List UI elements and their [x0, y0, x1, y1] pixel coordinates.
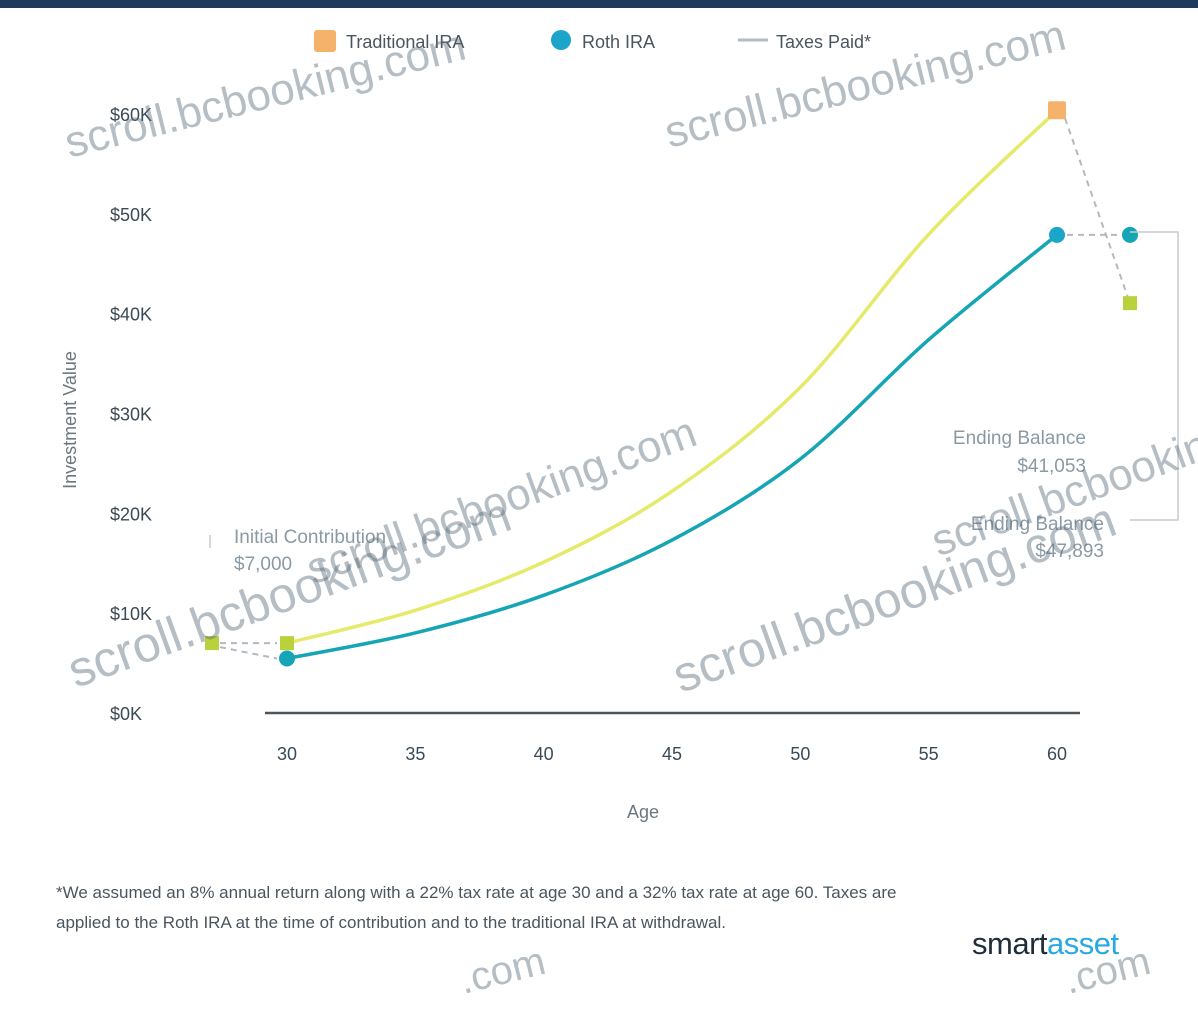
- legend-traditional-label: Traditional IRA: [346, 32, 464, 52]
- y-axis: $0K $10K $20K $30K $40K $50K $60K: [110, 105, 152, 724]
- ending-annotation-bracket: [1130, 231, 1179, 521]
- legend-taxes-label: Taxes Paid*: [776, 32, 871, 52]
- initial-annotation-title: Initial Contribution: [234, 527, 386, 548]
- ending-roth-title: Ending Balance: [971, 514, 1104, 535]
- traditional-after-tax-marker: [1123, 296, 1137, 311]
- ending-traditional-value: $41,053: [1017, 456, 1086, 477]
- series-markers: [279, 101, 1066, 667]
- y-axis-title: Investment Value: [60, 351, 80, 489]
- y-tick-label: $40K: [110, 305, 152, 325]
- series-lines: [286, 108, 1059, 661]
- traditional-ira-line: [286, 108, 1059, 645]
- x-tick-label: 35: [405, 744, 425, 764]
- x-tick-label: 60: [1047, 744, 1067, 764]
- x-tick-label: 40: [534, 744, 554, 764]
- y-tick-label: $50K: [110, 205, 152, 225]
- x-tick-label: 50: [790, 744, 810, 764]
- initial-contribution-marker: [205, 636, 219, 651]
- brand-part-1: smart: [972, 926, 1048, 961]
- traditional-end-marker: [1048, 101, 1066, 120]
- x-axis: 30 35 40 45 50 55 60: [265, 711, 1080, 764]
- legend-traditional-swatch: [314, 30, 336, 52]
- roth-after-tax-marker: [1122, 226, 1138, 243]
- y-tick-label: $10K: [110, 604, 152, 624]
- legend-roth-label: Roth IRA: [582, 32, 655, 52]
- legend-roth-swatch: [551, 30, 571, 50]
- ending-tax-dash: [1064, 117, 1131, 304]
- initial-annotation-value: $7,000: [234, 554, 292, 575]
- x-tick-label: 55: [919, 744, 939, 764]
- y-tick-label: $20K: [110, 504, 152, 524]
- x-tick-label: 30: [277, 744, 297, 764]
- brand-part-2: asset: [1047, 926, 1119, 961]
- legend: Traditional IRA Roth IRA Taxes Paid*: [314, 30, 871, 52]
- x-axis-title: Age: [627, 802, 659, 822]
- ending-annotations: Ending Balance $41,053 Ending Balance $4…: [953, 231, 1179, 562]
- traditional-start-marker: [280, 636, 294, 651]
- ending-roth-value: $47,893: [1035, 541, 1104, 562]
- y-tick-label: $30K: [110, 405, 152, 425]
- y-tick-label: $0K: [110, 704, 142, 724]
- ending-traditional-title: Ending Balance: [953, 428, 1086, 449]
- y-tick-label: $60K: [110, 105, 152, 125]
- initial-annotation: Initial Contribution $7,000: [209, 527, 386, 575]
- smartasset-logo: smartasset: [972, 926, 1119, 962]
- roth-start-marker: [279, 650, 295, 667]
- roth-ira-line: [286, 233, 1059, 661]
- roth-end-marker: [1049, 226, 1065, 243]
- footnote: *We assumed an 8% annual return along wi…: [56, 883, 897, 932]
- x-tick-label: 45: [662, 744, 682, 764]
- top-banner-bar: [0, 0, 1198, 8]
- taxes-paid-lines: [205, 117, 1138, 660]
- initial-tax-dash: [219, 646, 278, 660]
